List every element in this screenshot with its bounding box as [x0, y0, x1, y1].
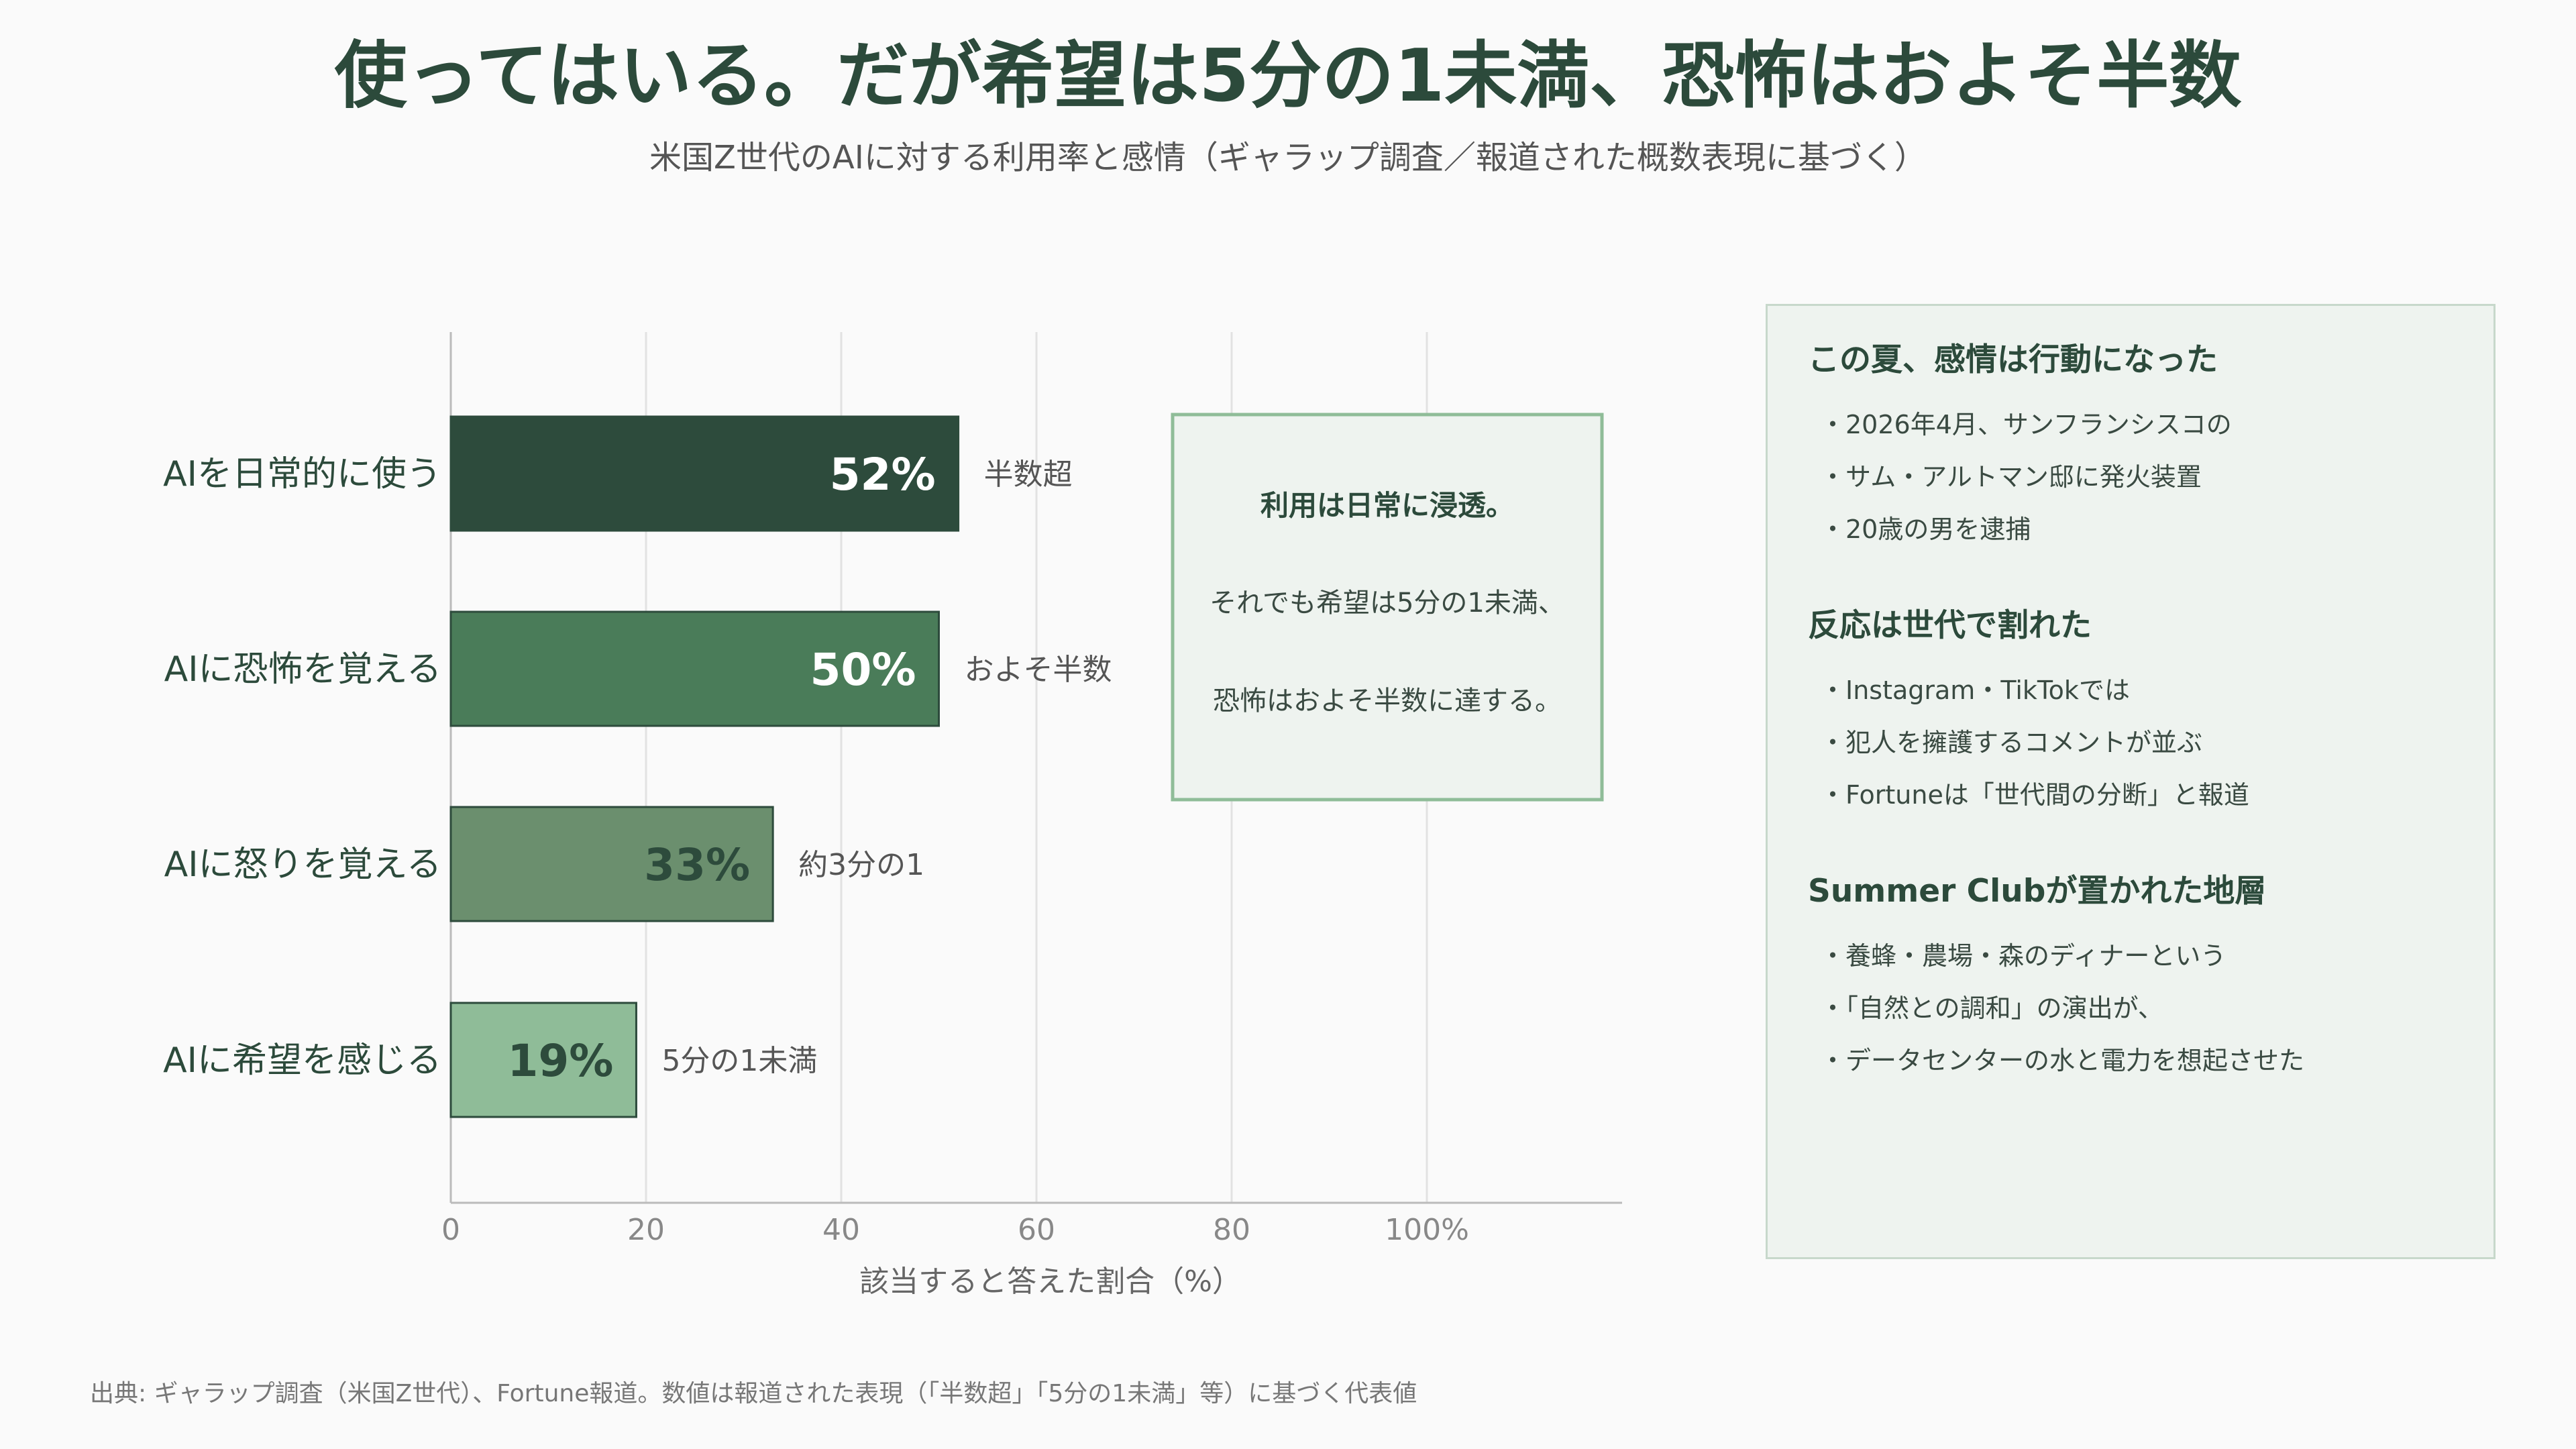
sidebar-panel: この夏、感情は行動になった・2026年4月、サンフランシスコの ・サム・アルトマン…	[1766, 304, 2496, 1259]
bar-annotation: 半数超	[984, 458, 1073, 492]
bar-value-label: 33%	[644, 839, 750, 891]
sidebar-bullet: ・犯人を擁護するコメントが並ぶ	[1820, 728, 2203, 757]
bar	[449, 415, 960, 532]
bar	[449, 1002, 637, 1118]
page-subtitle: 米国Z世代のAIに対する利用率と感情（ギャラップ調査／報道された概数表現に基づく…	[649, 139, 1927, 176]
callout-line: 利用は日常に浸透。	[1260, 489, 1514, 522]
sidebar-bullet: ・20歳の男を逮捕	[1820, 515, 2031, 544]
x-tick-label: 20	[627, 1213, 665, 1247]
sidebar-section: この夏、感情は行動になった・2026年4月、サンフランシスコの ・サム・アルトマン…	[1808, 337, 2493, 555]
category-label: AIに恐怖を覚える	[164, 649, 441, 690]
bar	[449, 610, 940, 727]
bar-value-label: 50%	[810, 644, 916, 696]
x-tick-label: 80	[1213, 1213, 1250, 1247]
sidebar-section-heading: Summer Clubが置かれた地層	[1808, 873, 2267, 910]
sidebar-bullet: ・2026年4月、サンフランシスコの	[1820, 410, 2232, 439]
chart-labels: 0 20 40 60 80 100% 該当すると答えた割合（%） AIを日常的に使う 52% 半数…	[163, 449, 1469, 1299]
bar-annotation: およそ半数	[965, 653, 1112, 687]
source-note: 出典: ギャラップ調査（米国Z世代）、Fortune報道。数値は報道された表現（…	[90, 1380, 1417, 1407]
x-tick-label: 60	[1018, 1213, 1055, 1247]
category-label: AIを日常的に使う	[163, 454, 441, 494]
callout-frame	[1171, 413, 1604, 802]
bars	[449, 415, 960, 1118]
bar-value-label: 52%	[830, 449, 936, 500]
bar-value-label: 19%	[507, 1035, 613, 1087]
callout-line: それでも希望は5分の1未満、	[1210, 588, 1565, 619]
callout-line: 恐怖はおよそ半数に達する。	[1213, 686, 1562, 716]
category-label: AIに怒りを覚える	[164, 845, 441, 885]
sidebar-section-heading: この夏、感情は行動になった	[1808, 341, 2218, 378]
sidebar-bullet: ・サム・アルトマン邸に発火装置	[1820, 462, 2202, 492]
bar-annotation: 5分の1未満	[661, 1044, 817, 1078]
sidebar-bullet: ・「自然との調和」の演出が、	[1820, 994, 2163, 1023]
page-title: 使ってはいる。だが希望は5分の1未満、恐怖はおよそ半数	[334, 34, 2242, 118]
sidebar-section: Summer Clubが置かれた地層・養蜂・農場・森のディナーという ・「自然との…	[1808, 868, 2493, 1087]
callout-box: 利用は日常に浸透。それでも希望は5分の1未満、恐怖はおよそ半数に達する。	[1171, 413, 1604, 802]
x-tick-label: 0	[441, 1213, 460, 1247]
category-label: AIに希望を感じる	[163, 1040, 441, 1081]
sidebar-bullet: ・Fortuneは「世代間の分断」と報道	[1820, 780, 2249, 810]
x-axis-label: 該当すると答えた割合（%）	[859, 1265, 1242, 1299]
x-tick-label: 100%	[1385, 1213, 1469, 1247]
sidebar-bullet: ・Instagram・TikTokでは	[1820, 676, 2130, 705]
sidebar-section: 反応は世代で割れた・Instagram・TikTokでは・犯人を擁護するコメント…	[1808, 602, 2493, 821]
x-tick-label: 40	[822, 1213, 860, 1247]
sidebar-bullet: ・データセンターの水と電力を想起させた	[1820, 1046, 2305, 1075]
bar	[449, 806, 774, 922]
sidebar-section-heading: 反応は世代で割れた	[1808, 607, 2092, 644]
sidebar-bullet: ・養蜂・農場・森のディナーという	[1820, 941, 2226, 971]
bar-annotation: 約3分の1	[798, 848, 924, 882]
